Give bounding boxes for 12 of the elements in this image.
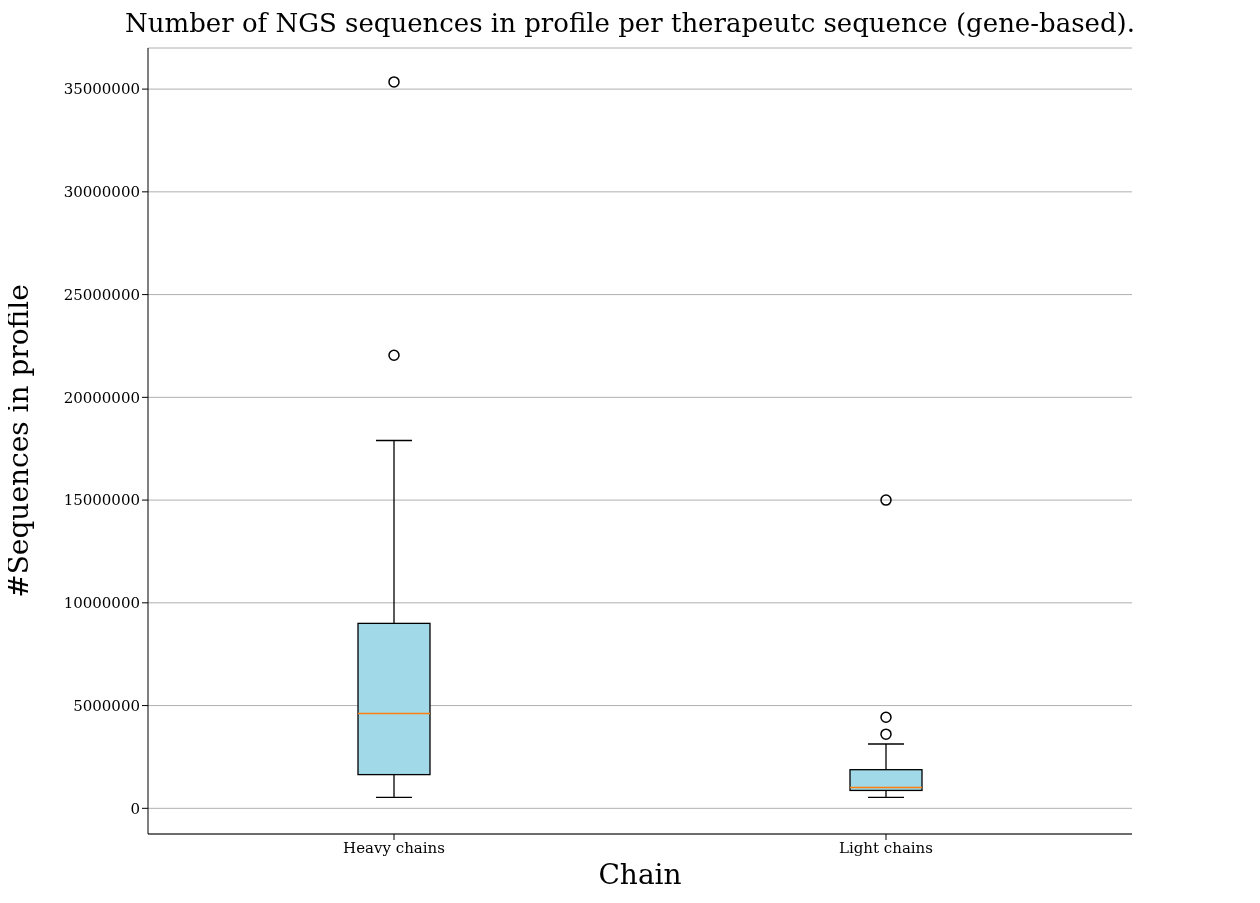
y-tick-label: 25000000 [63,285,140,304]
y-tick-label: 15000000 [63,491,140,510]
y-tick-label: 10000000 [63,594,140,613]
y-tick-label: 30000000 [63,183,140,202]
chart-title: Number of NGS sequences in profile per therapeutc sequence (gene-based). [124,8,1136,40]
y-tick-label: 20000000 [63,388,140,407]
y-tick-label: 0 [130,799,140,818]
x-tick-label: Light chains [839,838,933,857]
x-axis-title: Chain [598,858,682,891]
x-tick-label: Heavy chains [343,838,445,857]
y-tick-label: 35000000 [63,80,140,99]
y-tick-label: 5000000 [73,696,140,715]
